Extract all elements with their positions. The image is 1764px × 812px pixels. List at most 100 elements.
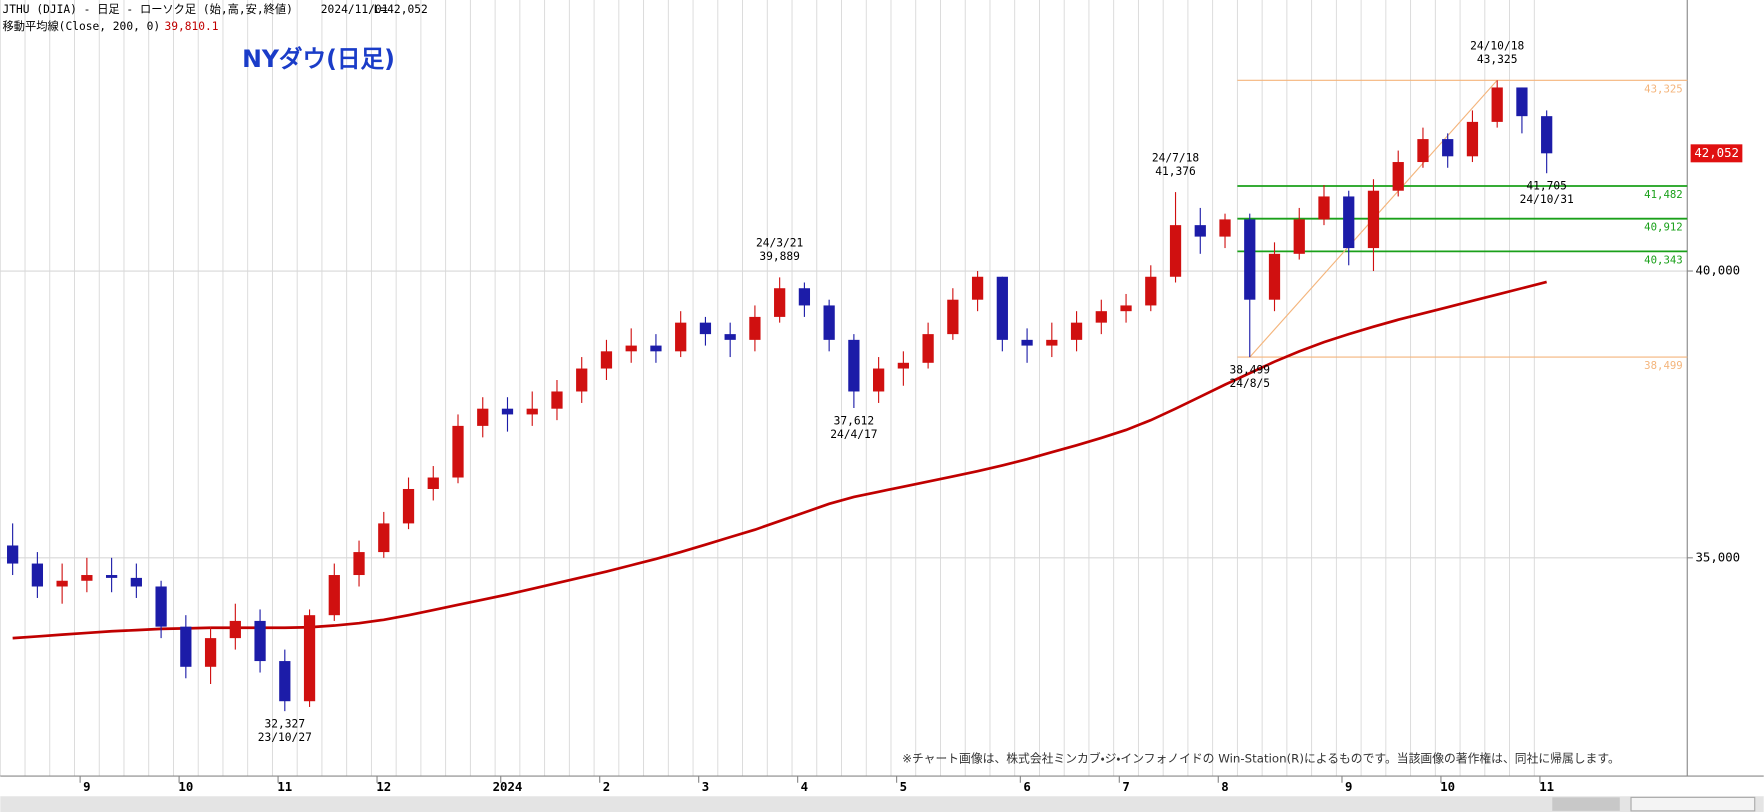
x-tick-label: 9 [1345, 780, 1352, 794]
candle-body [1021, 339, 1033, 346]
candle-body [576, 368, 588, 392]
candle-body [1095, 311, 1107, 323]
candle-body [675, 322, 687, 352]
candle-body [1268, 253, 1281, 300]
candle-body [625, 345, 637, 352]
candle-body [1046, 339, 1058, 346]
candle-body [155, 586, 167, 627]
annotation-date: 23/10/27 [258, 731, 312, 744]
zoom-control[interactable] [1630, 796, 1756, 812]
x-tick-label: 6 [1023, 780, 1030, 794]
ma-name: 移動平均線(Close, 200, 0) [3, 19, 161, 33]
candle-body [1318, 196, 1330, 220]
x-tick-label: 11 [1539, 780, 1554, 794]
grid [0, 0, 1688, 777]
candle-body [180, 626, 192, 667]
annotation-date: 24/10/18 [1470, 40, 1524, 53]
candle-body [427, 477, 439, 489]
x-tick-label: 2024 [493, 780, 523, 794]
candle-body [1293, 219, 1305, 254]
level-label: 38,499 [1644, 359, 1683, 372]
x-tick-label: 10 [1440, 780, 1455, 794]
last-price-label: 42,052 [1694, 146, 1739, 160]
annotation-value: 41,376 [1155, 165, 1196, 178]
candle-body [971, 276, 984, 300]
candle-body [922, 334, 934, 363]
candle-body [1442, 139, 1454, 157]
scrollbar[interactable] [0, 796, 1764, 812]
candle-body [1070, 322, 1083, 340]
last-price-box [1690, 144, 1743, 163]
header-last: L=42,052 [374, 3, 428, 16]
annotation-date: 24/8/5 [1229, 377, 1270, 390]
candle-body [56, 580, 68, 587]
candle-body [1367, 190, 1380, 249]
candle-body [303, 615, 316, 702]
candle-body [105, 575, 118, 578]
candle-body [31, 563, 44, 587]
level-label: 41,482 [1644, 188, 1683, 201]
header-date: 2024/11/01 [321, 3, 389, 16]
candle-body [848, 339, 860, 392]
x-tick-label: 2 [603, 780, 610, 794]
scroll-thumb[interactable] [1552, 797, 1620, 811]
candle-body [798, 288, 811, 306]
candle-body [279, 661, 291, 702]
level-label: 40,912 [1644, 221, 1683, 234]
candle-body [774, 288, 786, 317]
candle-body [254, 620, 266, 662]
candle-body [823, 305, 835, 340]
x-tick-label: 8 [1221, 780, 1228, 794]
candle-body [699, 322, 712, 335]
annotation-date: 24/4/17 [830, 428, 877, 441]
x-tick-label: 10 [178, 780, 193, 794]
candle-body [1417, 139, 1429, 163]
annotation-value: 41,705 [1526, 180, 1567, 193]
candle-body [501, 408, 514, 415]
ma-last: 39,810.1 [164, 20, 218, 33]
candle-body [353, 552, 365, 576]
candle-body [378, 523, 390, 553]
annotation-value: 38,499 [1229, 364, 1270, 377]
candle-body [526, 408, 538, 415]
annotation-value: 39,889 [759, 250, 800, 263]
candle-body [452, 425, 464, 478]
annotation-date: 24/3/21 [756, 237, 803, 250]
candle-body [1244, 219, 1256, 300]
candle-body [328, 575, 340, 616]
moving-average-line [12, 280, 1548, 640]
candle-body [402, 488, 415, 524]
x-tick-label: 5 [900, 780, 907, 794]
x-tick-label: 12 [376, 780, 391, 794]
candle-body [1145, 276, 1157, 306]
candle-body [1194, 225, 1206, 237]
candle-body [1516, 87, 1528, 117]
annotation-date: 24/10/31 [1520, 193, 1574, 206]
candle-body [551, 391, 563, 409]
candle-body [1491, 87, 1503, 122]
y-tick-label: 40,000 [1695, 264, 1740, 278]
candle-body [947, 299, 959, 335]
candle-body [996, 276, 1008, 340]
candle-body [7, 545, 19, 564]
candle-body [204, 638, 217, 667]
x-tick-label: 7 [1122, 780, 1129, 794]
candle-body [600, 351, 613, 369]
candle-body [130, 577, 142, 587]
candle-body [897, 362, 909, 369]
level-label: 43,325 [1644, 82, 1683, 95]
x-tick-label: 3 [702, 780, 709, 794]
x-tick-label: 4 [801, 780, 808, 794]
copyright-note: ※チャート画像は、株式会社ミンカブ・ジ・インフォノイドの Win-Station… [902, 752, 1620, 766]
header-symbol: JTHU (DJIA) - 日足 - ローソク足 (始,高,安,終値) [3, 2, 293, 16]
candle-body [650, 345, 662, 352]
candle-body [1219, 219, 1231, 237]
annotation-value: 37,612 [834, 414, 875, 427]
annotation-value: 43,325 [1477, 53, 1518, 66]
candle-body [1169, 225, 1182, 277]
x-tick-label: 9 [83, 780, 90, 794]
level-label: 40,343 [1644, 253, 1683, 266]
candle-body [1392, 162, 1404, 191]
candle-body [873, 368, 885, 392]
